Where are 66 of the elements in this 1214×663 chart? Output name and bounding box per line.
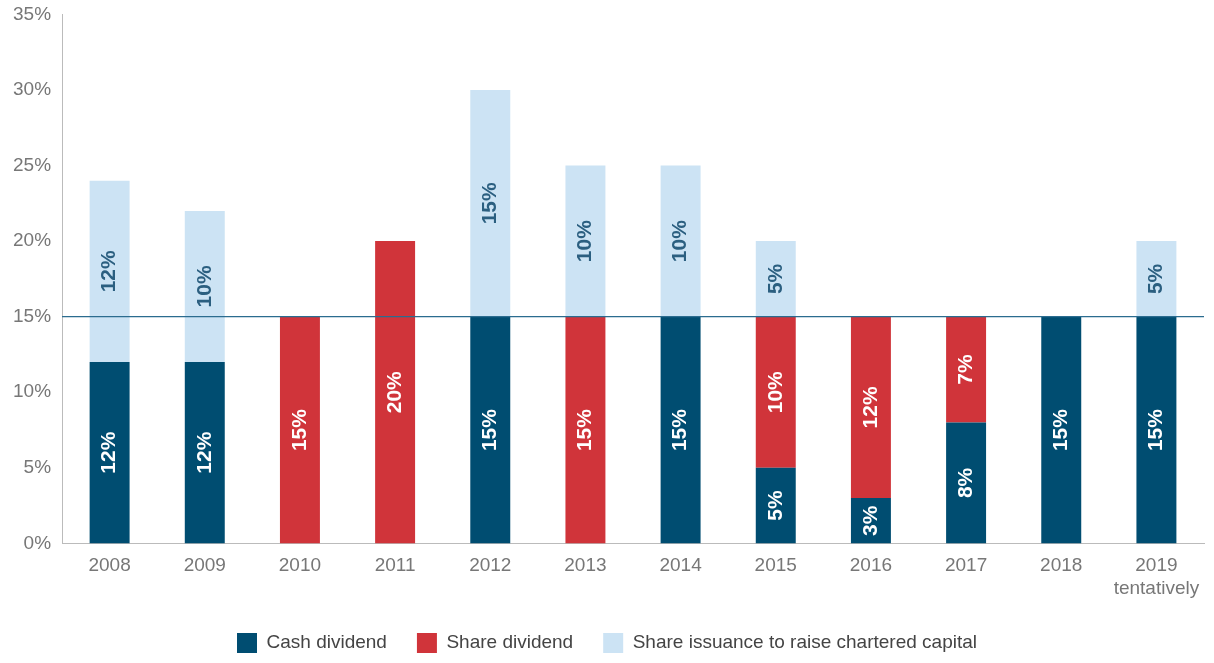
bar: [755, 467, 796, 544]
y-tick-label: 35%: [13, 2, 52, 24]
bar: [1136, 241, 1177, 317]
bar: [755, 316, 796, 468]
data-label: 12%: [857, 386, 881, 429]
data-label: 10%: [572, 219, 596, 263]
data-label: 15%: [1048, 408, 1072, 452]
bar: [565, 165, 606, 317]
x-tick-label: 2008: [88, 554, 131, 576]
data-label: 5%: [762, 490, 786, 521]
data-label: 5%: [1143, 263, 1167, 295]
y-tick-label: 20%: [13, 229, 52, 251]
data-label: 15%: [477, 408, 501, 452]
bar: [470, 316, 511, 544]
x-tick-label: 2016: [849, 554, 893, 576]
x-tick-label: 2019 tentatively: [1113, 554, 1200, 598]
y-tick-label: 15%: [13, 304, 52, 326]
y-tick-label: 10%: [13, 380, 52, 402]
data-label: 10%: [191, 265, 215, 308]
y-tick-label: 0%: [23, 531, 52, 553]
data-label: 15%: [286, 408, 310, 452]
data-label: 12%: [96, 250, 120, 293]
x-tick-label: 2011: [374, 554, 416, 576]
data-label: 15%: [1143, 408, 1167, 452]
x-tick-label: 2018: [1040, 554, 1083, 576]
x-tick-label: 2015: [754, 554, 797, 576]
x-tick-label: 2013: [564, 554, 607, 576]
legend-label: Share dividend: [446, 631, 574, 653]
bar: [184, 362, 225, 544]
x-tick-label: 2012: [469, 554, 512, 576]
data-label: 20%: [381, 370, 405, 414]
bar: [89, 180, 130, 363]
bar: [184, 210, 225, 363]
x-tick-label: 2017: [944, 554, 988, 576]
bar: [660, 316, 701, 544]
bar: [946, 316, 987, 423]
bar: [470, 89, 511, 317]
x-tick-label: 2014: [659, 554, 703, 576]
bar: [755, 241, 796, 317]
bar: [660, 165, 701, 317]
data-label: 7%: [952, 354, 976, 385]
y-tick-label: 5%: [23, 456, 52, 478]
y-tick-label: 30%: [13, 78, 52, 100]
bar: [375, 241, 416, 544]
data-label: 3%: [857, 505, 881, 536]
data-label: 10%: [762, 370, 786, 414]
bar: [565, 316, 606, 544]
data-label: 15%: [667, 408, 691, 452]
data-label: 8%: [952, 467, 976, 499]
data-label: 12%: [191, 431, 215, 474]
bar: [850, 316, 891, 499]
bar: [1136, 316, 1177, 544]
bar: [946, 422, 987, 544]
x-tick-label: 2010: [278, 554, 322, 576]
y-tick-label: 25%: [13, 153, 52, 175]
data-label: 15%: [572, 408, 596, 452]
legend-label: Share issuance to raise chartered capital: [632, 631, 977, 653]
legend-label: Cash dividend: [266, 631, 387, 653]
data-label: 12%: [96, 431, 120, 474]
x-tick-label: 2009: [183, 554, 226, 576]
bar: [1041, 316, 1082, 544]
data-label: 5%: [762, 263, 786, 295]
data-label: 15%: [477, 181, 501, 225]
bar: [279, 316, 320, 544]
bar: [89, 362, 130, 544]
data-label: 10%: [667, 219, 691, 263]
